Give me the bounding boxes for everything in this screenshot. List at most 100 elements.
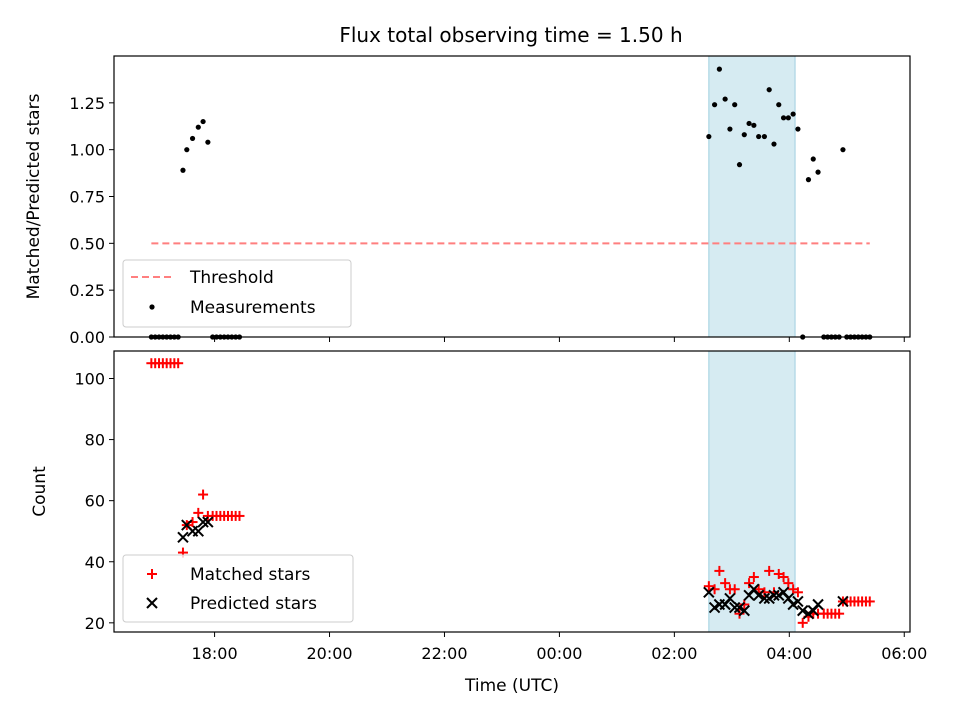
bottom-x-axis-ticks: 18:00 20:00 22:00 00:00 02:00 04:00 06:00 bbox=[192, 632, 927, 663]
predicted-star-point bbox=[738, 604, 750, 617]
bottom-plot-content bbox=[146, 358, 875, 628]
matched-star-point bbox=[834, 608, 845, 619]
predicted-star-point bbox=[197, 516, 209, 528]
matched-star-point bbox=[778, 572, 789, 583]
cross-stroke-b bbox=[792, 595, 804, 608]
measurement-point bbox=[736, 162, 743, 168]
matched-star-point bbox=[753, 584, 764, 595]
matched-star-point bbox=[703, 581, 714, 592]
measurement-point bbox=[200, 118, 206, 125]
top-panel: 0.00 0.25 0.50 0.75 1.00 1.25 Matched/Predict… bbox=[24, 55, 911, 347]
bottom-y-tick-label: 80 bbox=[85, 431, 105, 450]
measurement-point bbox=[795, 126, 801, 132]
matched-star-point bbox=[864, 596, 875, 607]
cross-stroke-b bbox=[192, 525, 205, 537]
top-y-tick-label: 0.25 bbox=[69, 281, 105, 300]
matched-star-point bbox=[797, 617, 808, 628]
measurement-point bbox=[205, 139, 211, 145]
predicted-star-point bbox=[752, 589, 765, 602]
measurement-point bbox=[756, 133, 762, 140]
measurement-point bbox=[815, 169, 821, 175]
legend-threshold-label: Threshold bbox=[189, 268, 274, 288]
cross-stroke-b bbox=[724, 592, 736, 605]
cross-stroke-b bbox=[177, 531, 189, 544]
cross-stroke-b bbox=[752, 589, 765, 602]
bottom-legend: Matched stars Predicted stars bbox=[122, 554, 354, 623]
legend-cross-marker bbox=[146, 597, 158, 609]
legend-predicted-swatch bbox=[146, 597, 158, 609]
predicted-star-point bbox=[768, 589, 780, 602]
matched-star-point bbox=[714, 565, 725, 576]
cross-stroke-b bbox=[197, 516, 209, 528]
matched-star-point bbox=[720, 578, 731, 589]
measurement-point bbox=[785, 115, 791, 121]
measurement-point bbox=[732, 102, 738, 108]
predicted-star-point bbox=[724, 592, 736, 605]
predicted-star-point bbox=[192, 525, 205, 537]
predicted-star-point bbox=[797, 604, 809, 617]
legend-plus-marker bbox=[147, 569, 157, 579]
x-tick-label: 04:00 bbox=[766, 644, 812, 663]
matched-star-point bbox=[764, 565, 775, 576]
measurement-point bbox=[805, 177, 812, 183]
cross-stroke-b bbox=[202, 516, 214, 528]
cross-stroke-b bbox=[738, 604, 750, 617]
predicted-star-point bbox=[729, 601, 741, 614]
matched-star-point bbox=[234, 510, 245, 521]
top-legend: Threshold Measurements bbox=[122, 259, 352, 328]
bottom-y-axis-label: Count bbox=[30, 466, 50, 517]
cross-stroke-b bbox=[812, 598, 824, 611]
bottom-axes-frame bbox=[113, 350, 911, 633]
x-axis-label: Time (UTC) bbox=[464, 676, 559, 696]
predicted-star-point bbox=[703, 586, 715, 599]
predicted-star-point bbox=[202, 516, 214, 528]
cross-stroke-b bbox=[748, 583, 760, 595]
measurement-point bbox=[810, 156, 816, 162]
legend-measurements-label: Measurements bbox=[190, 298, 316, 318]
predicted-star-point bbox=[792, 595, 804, 608]
matched-star-point bbox=[173, 358, 184, 369]
top-y-tick-label: 0.00 bbox=[69, 328, 105, 347]
cross-stroke-b bbox=[768, 589, 780, 602]
x-tick-label: 00:00 bbox=[536, 644, 582, 663]
predicted-star-point bbox=[177, 531, 189, 544]
cross-stroke-b bbox=[837, 595, 849, 608]
cross-stroke-b bbox=[703, 586, 715, 599]
matched-star-point bbox=[739, 599, 750, 610]
top-y-axis-label: Matched/Predicted stars bbox=[24, 93, 44, 299]
measurement-point bbox=[840, 147, 846, 153]
x-tick-label: 22:00 bbox=[421, 644, 467, 663]
top-y-tick-label: 0.75 bbox=[69, 188, 105, 207]
measurement-point bbox=[180, 167, 186, 173]
x-tick-label: 20:00 bbox=[306, 644, 352, 663]
measurement-point bbox=[706, 133, 712, 140]
bottom-y-tick-label: 40 bbox=[85, 553, 105, 572]
legend-matched-swatch bbox=[147, 569, 157, 579]
top-legend-box bbox=[122, 259, 352, 328]
measurement-point bbox=[184, 147, 190, 153]
matched-star-point bbox=[193, 507, 204, 518]
matched-star-point bbox=[783, 578, 794, 589]
bottom-y-tick-label: 100 bbox=[74, 369, 105, 388]
cross-stroke-b bbox=[729, 601, 741, 614]
cross-stroke-b bbox=[146, 597, 158, 609]
measurement-point bbox=[722, 96, 728, 102]
predicted-star-point bbox=[758, 592, 771, 605]
measurement-point bbox=[761, 133, 768, 140]
measurement-point bbox=[790, 111, 796, 117]
matched-star-point bbox=[734, 608, 745, 619]
cross-stroke-b bbox=[777, 586, 790, 599]
bottom-y-tick-label: 20 bbox=[85, 614, 105, 633]
top-y-tick-label: 1.25 bbox=[69, 94, 105, 113]
cross-stroke-b bbox=[797, 604, 809, 617]
legend-matched-label: Matched stars bbox=[190, 565, 310, 585]
measurement-point bbox=[746, 120, 752, 127]
measurement-point bbox=[766, 87, 772, 93]
bottom-y-axis-ticks: 20 40 60 80 100 bbox=[74, 369, 114, 633]
matched-star-point bbox=[729, 584, 740, 595]
x-tick-label: 02:00 bbox=[651, 644, 697, 663]
bottom-y-tick-label: 60 bbox=[85, 492, 105, 511]
matched-star-point bbox=[744, 578, 755, 589]
measurement-point bbox=[716, 66, 722, 72]
